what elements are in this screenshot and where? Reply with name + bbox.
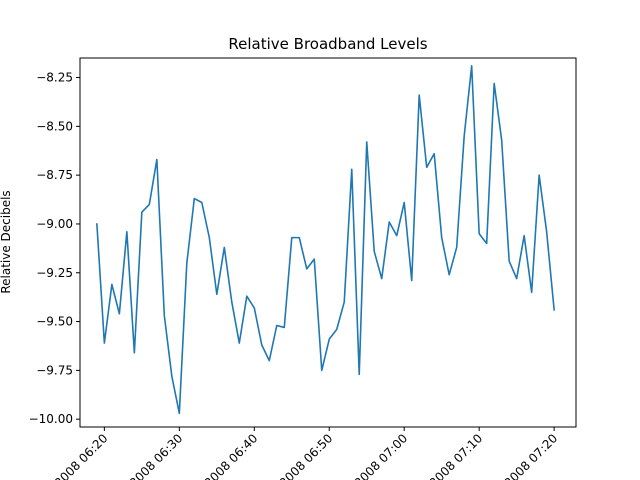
y-axis-label: Relative Decibels <box>0 190 13 293</box>
y-tick-label: −8.75 <box>36 168 73 182</box>
y-tick-label: −10.00 <box>29 412 73 426</box>
series-line <box>96 65 556 415</box>
chart-title: Relative Broadband Levels <box>228 35 427 53</box>
y-tick-label: −8.25 <box>36 71 73 85</box>
y-tick-label: −9.75 <box>36 363 73 377</box>
y-tick-label: −9.00 <box>36 217 73 231</box>
y-tick-label: −9.25 <box>36 266 73 280</box>
plot-frame <box>79 57 577 428</box>
y-tick-label: −9.50 <box>36 315 73 329</box>
y-tick-label: −8.50 <box>36 119 73 133</box>
y-ticks: −10.00 −9.75 −9.50 −9.25 −9.00 −8.75 −8.50 −8.2… <box>29 71 80 426</box>
series-group <box>96 65 556 415</box>
